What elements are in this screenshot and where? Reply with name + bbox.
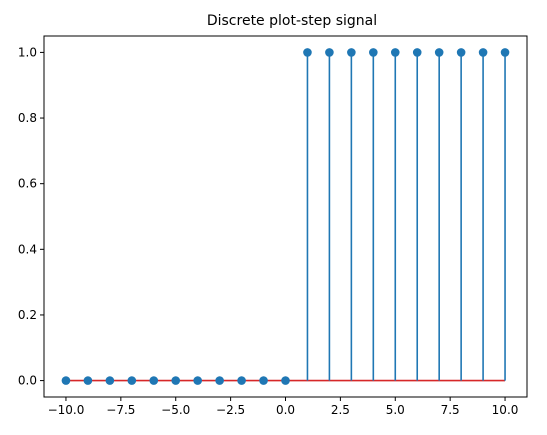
stem-lines <box>306 52 506 381</box>
y-tick-label: 0.4 <box>18 242 37 256</box>
stem-marker <box>215 376 224 385</box>
stem-marker <box>193 376 202 385</box>
stem-marker <box>390 48 400 57</box>
stem-marker <box>369 48 378 57</box>
stem-marker <box>347 48 356 57</box>
stem-marker <box>412 48 422 57</box>
y-tick-label: 0.6 <box>18 177 37 191</box>
stem-marker <box>500 48 510 57</box>
x-axis-ticks: −10.0 −7.5 −5.0 −2.5 0.0 2.5 5.0 7.5 10.0 <box>48 397 519 417</box>
stem-marker <box>105 376 115 385</box>
stem-marker <box>303 48 312 57</box>
x-tick-label: 2.5 <box>331 403 350 417</box>
y-tick-label: 0.0 <box>18 374 37 388</box>
x-tick-label: 7.5 <box>441 403 460 417</box>
x-tick-label: −2.5 <box>216 403 245 417</box>
x-tick-label: −5.0 <box>161 403 190 417</box>
stem-marker <box>325 48 334 57</box>
y-tick-label: 1.0 <box>18 45 37 59</box>
y-axis-ticks: 0.0 0.2 0.4 0.6 0.8 1.0 <box>18 45 44 388</box>
stem-markers <box>61 48 510 385</box>
stem-marker <box>127 376 137 385</box>
stem-marker <box>61 376 71 385</box>
x-tick-label: −10.0 <box>48 403 85 417</box>
stem-marker <box>478 48 488 57</box>
y-tick-label: 0.2 <box>18 308 37 322</box>
stem-marker <box>171 376 181 385</box>
stem-marker <box>456 48 466 57</box>
chart-title: Discrete plot-step signal <box>207 13 377 29</box>
plot-frame <box>43 35 528 398</box>
x-tick-label: 0.0 <box>276 403 295 417</box>
stem-marker <box>83 376 93 385</box>
stem-marker <box>281 376 290 385</box>
stem-marker <box>237 376 246 385</box>
stem-marker <box>434 48 444 57</box>
y-tick-label: 0.8 <box>18 111 37 125</box>
x-tick-label: 5.0 <box>386 403 405 417</box>
x-tick-label: 10.0 <box>492 403 519 417</box>
stem-marker <box>259 376 268 385</box>
x-tick-label: −7.5 <box>106 403 135 417</box>
stem-marker <box>149 376 159 385</box>
